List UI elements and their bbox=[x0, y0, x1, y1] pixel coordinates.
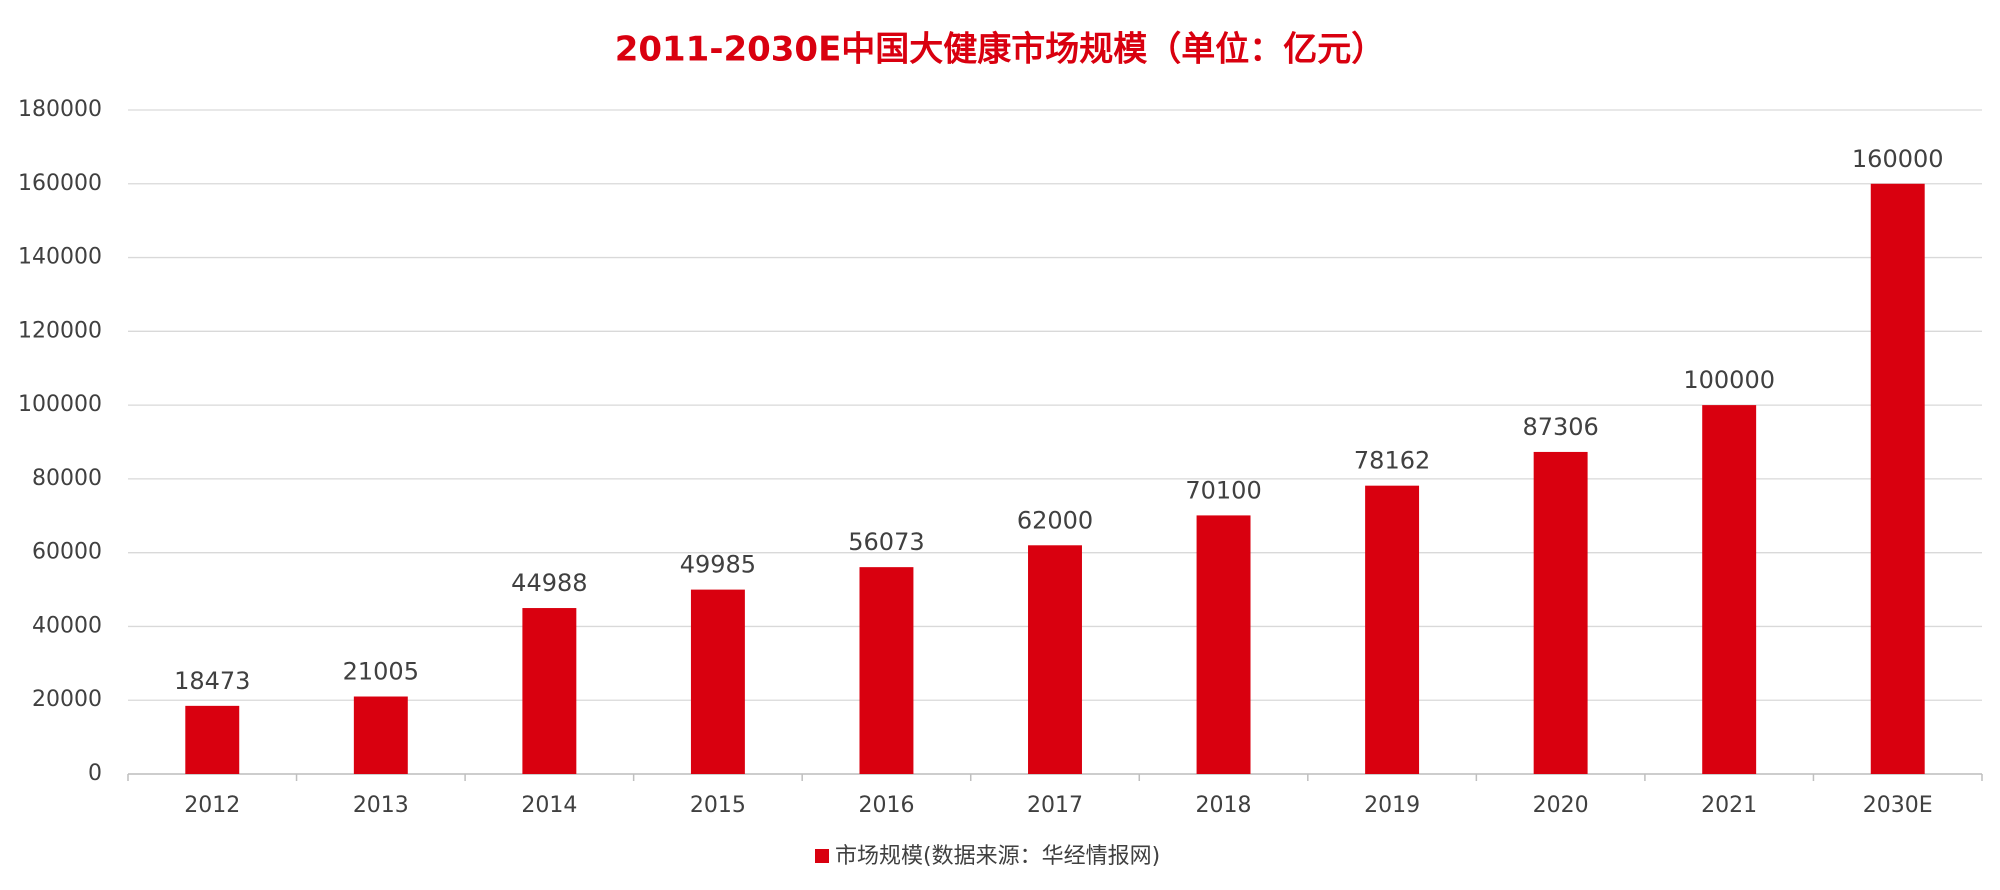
y-tick-label: 140000 bbox=[18, 245, 102, 270]
chart-title: 2011-2030E中国大健康市场规模（单位：亿元） bbox=[615, 30, 1386, 70]
bar bbox=[1365, 485, 1420, 774]
data-label: 56073 bbox=[848, 528, 924, 556]
bar bbox=[1533, 451, 1588, 774]
y-tick-label: 20000 bbox=[32, 687, 102, 712]
data-label: 49985 bbox=[680, 551, 756, 579]
x-tick-label: 2012 bbox=[184, 793, 240, 818]
y-tick-label: 0 bbox=[88, 761, 102, 786]
data-label: 21005 bbox=[343, 658, 419, 686]
bar bbox=[1870, 183, 1925, 774]
data-label: 44988 bbox=[511, 569, 587, 597]
x-tick-label: 2014 bbox=[521, 793, 577, 818]
bar bbox=[1196, 515, 1251, 774]
y-tick-label: 160000 bbox=[18, 171, 102, 196]
data-label: 160000 bbox=[1852, 145, 1944, 173]
data-label: 87306 bbox=[1522, 413, 1598, 441]
y-tick-label: 120000 bbox=[18, 318, 102, 343]
y-tick-label: 40000 bbox=[32, 613, 102, 638]
x-tick-label: 2021 bbox=[1701, 793, 1757, 818]
legend-swatch bbox=[815, 849, 829, 863]
legend-label: 市场规模(数据来源：华经情报网) bbox=[835, 844, 1160, 869]
data-label: 62000 bbox=[1017, 506, 1093, 534]
data-label: 70100 bbox=[1185, 476, 1261, 504]
bar bbox=[1702, 405, 1757, 774]
x-tick-label: 2016 bbox=[858, 793, 914, 818]
y-tick-label: 60000 bbox=[32, 540, 102, 565]
bar bbox=[690, 589, 745, 774]
y-tick-label: 80000 bbox=[32, 466, 102, 491]
data-label: 18473 bbox=[174, 667, 250, 695]
bar bbox=[859, 567, 914, 774]
bar bbox=[185, 705, 240, 774]
bar bbox=[1028, 545, 1082, 774]
x-tick-label: 2019 bbox=[1364, 793, 1420, 818]
x-tick-label: 2020 bbox=[1533, 793, 1589, 818]
x-tick-label: 2030E bbox=[1863, 793, 1933, 818]
data-label: 100000 bbox=[1683, 366, 1775, 394]
y-tick-label: 100000 bbox=[18, 392, 102, 417]
x-tick-label: 2018 bbox=[1196, 793, 1252, 818]
y-tick-label: 180000 bbox=[18, 97, 102, 122]
bar bbox=[353, 696, 408, 774]
data-label: 78162 bbox=[1354, 447, 1430, 475]
bar bbox=[522, 608, 577, 774]
x-tick-label: 2017 bbox=[1027, 793, 1083, 818]
x-tick-label: 2015 bbox=[690, 793, 746, 818]
x-tick-label: 2013 bbox=[353, 793, 409, 818]
